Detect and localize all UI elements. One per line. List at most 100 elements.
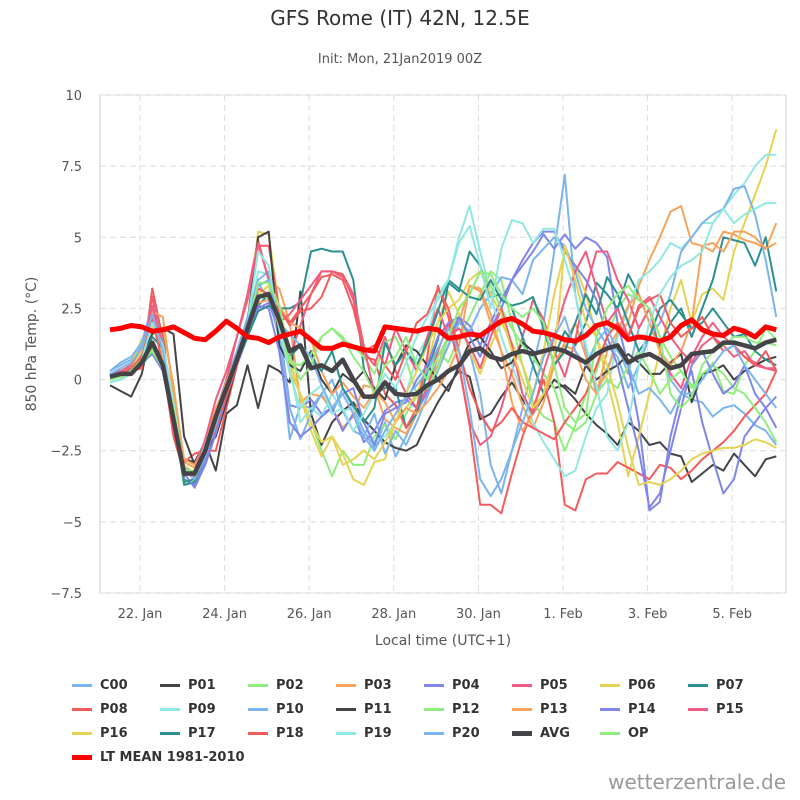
legend-symbol (512, 708, 532, 711)
y-tick-label: −2.5 (50, 445, 82, 460)
legend-label: P15 (716, 702, 744, 717)
legend-item-p03[interactable]: P03 (336, 678, 392, 693)
legend-label: P17 (188, 726, 216, 741)
legend-item-lt-mean-1981-2010[interactable]: LT MEAN 1981-2010 (72, 750, 245, 765)
legend-symbol (248, 708, 268, 711)
axes: 10 7.5 5 2.5 0 −2.5 −5 −7.5 22. Jan 24. Jan 26. Ja… (50, 89, 752, 622)
chart-subtitle: Init: Mon, 21Jan2019 00Z (317, 52, 483, 67)
legend-symbol (688, 684, 708, 687)
legend-item-p10[interactable]: P10 (248, 702, 304, 717)
x-axis-label: Local time (UTC+1) (375, 633, 511, 649)
legend-item-p14[interactable]: P14 (600, 702, 656, 717)
y-tick-label: 10 (65, 89, 82, 104)
legend-symbol (72, 755, 92, 760)
legend-label: P12 (452, 702, 480, 717)
y-tick-label: −7.5 (50, 587, 82, 602)
x-tick-label: 30. Jan (456, 607, 501, 622)
legend-label: P14 (628, 702, 656, 717)
legend-symbol (688, 708, 708, 711)
series-line-avg (109, 291, 777, 476)
y-tick-label: 5 (74, 231, 82, 246)
legend-item-p09[interactable]: P09 (160, 702, 216, 717)
legend-symbol (160, 684, 180, 687)
legend-label: P09 (188, 702, 216, 717)
legend-label: P20 (452, 726, 480, 741)
legend-label: P16 (100, 726, 128, 741)
legend-label: P07 (716, 678, 744, 693)
legend-item-op[interactable]: OP (600, 726, 649, 741)
legend-symbol (512, 731, 532, 736)
legend-label: AVG (540, 726, 570, 741)
legend-item-avg[interactable]: AVG (512, 726, 570, 741)
legend-label: P02 (276, 678, 304, 693)
legend-item-p06[interactable]: P06 (600, 678, 656, 693)
legend-item-p01[interactable]: P01 (160, 678, 216, 693)
legend-symbol (424, 708, 444, 711)
legend-item-p17[interactable]: P17 (160, 726, 216, 741)
legend-symbol (600, 684, 620, 687)
legend-symbol (160, 732, 180, 735)
legend-label: LT MEAN 1981-2010 (100, 750, 245, 765)
legend-symbol (72, 708, 92, 711)
y-tick-label: 0 (74, 374, 82, 389)
watermark: wetterzentrale.de (608, 770, 786, 794)
series-line-p15 (109, 242, 777, 478)
legend-symbol (424, 732, 444, 735)
legend-label: P08 (100, 702, 128, 717)
series-line-p01 (109, 290, 777, 483)
legend-item-p05[interactable]: P05 (512, 678, 568, 693)
legend-label: P05 (540, 678, 568, 693)
legend-label: P01 (188, 678, 216, 693)
legend-item-p08[interactable]: P08 (72, 702, 128, 717)
legend-symbol (600, 732, 620, 735)
legend-label: P11 (364, 702, 392, 717)
legend-symbol (336, 732, 356, 735)
legend-label: P19 (364, 726, 392, 741)
legend-item-p13[interactable]: P13 (512, 702, 568, 717)
legend-item-p15[interactable]: P15 (688, 702, 744, 717)
y-axis-label: 850 hPa Temp. (°C) (24, 277, 40, 412)
legend-item-p19[interactable]: P19 (336, 726, 392, 741)
legend-item-p04[interactable]: P04 (424, 678, 480, 693)
y-tick-label: 7.5 (61, 160, 82, 175)
legend-item-p20[interactable]: P20 (424, 726, 480, 741)
legend-symbol (336, 708, 356, 711)
series-lines (109, 128, 778, 515)
legend-label: OP (628, 726, 649, 741)
legend-label: P18 (276, 726, 304, 741)
legend-label: P10 (276, 702, 304, 717)
chart-title: GFS Rome (IT) 42N, 12.5E (270, 6, 530, 30)
x-tick-label: 5. Feb (712, 607, 752, 622)
legend-symbol (600, 708, 620, 711)
x-tick-label: 28. Jan (371, 607, 416, 622)
legend-label: P03 (364, 678, 392, 693)
legend-item-p12[interactable]: P12 (424, 702, 480, 717)
x-tick-label: 26. Jan (287, 607, 332, 622)
legend-label: P13 (540, 702, 568, 717)
legend-item-c00[interactable]: C00 (72, 678, 128, 693)
legend-symbol (72, 732, 92, 735)
legend-item-p16[interactable]: P16 (72, 726, 128, 741)
legend-label: C00 (100, 678, 128, 693)
legend-symbol (336, 684, 356, 687)
legend-item-p11[interactable]: P11 (336, 702, 392, 717)
legend: C00 P01 P02 P03 P04 P05 P06 P07 P08 P09 P10 P11 P12 P… (72, 678, 772, 778)
legend-symbol (72, 684, 92, 687)
series-line-lt-mean-1981-2010 (109, 315, 777, 354)
x-tick-label: 1. Feb (543, 607, 583, 622)
series-line-p18 (109, 273, 778, 478)
legend-symbol (512, 684, 532, 687)
legend-item-p18[interactable]: P18 (248, 726, 304, 741)
legend-symbol (160, 708, 180, 711)
legend-symbol (248, 684, 268, 687)
legend-label: P06 (628, 678, 656, 693)
x-tick-label: 24. Jan (202, 607, 247, 622)
y-tick-label: 2.5 (61, 302, 82, 317)
x-tick-label: 22. Jan (118, 607, 163, 622)
y-tick-label: −5 (63, 516, 82, 531)
legend-label: P04 (452, 678, 480, 693)
legend-symbol (248, 732, 268, 735)
legend-item-p02[interactable]: P02 (248, 678, 304, 693)
legend-item-p07[interactable]: P07 (688, 678, 744, 693)
